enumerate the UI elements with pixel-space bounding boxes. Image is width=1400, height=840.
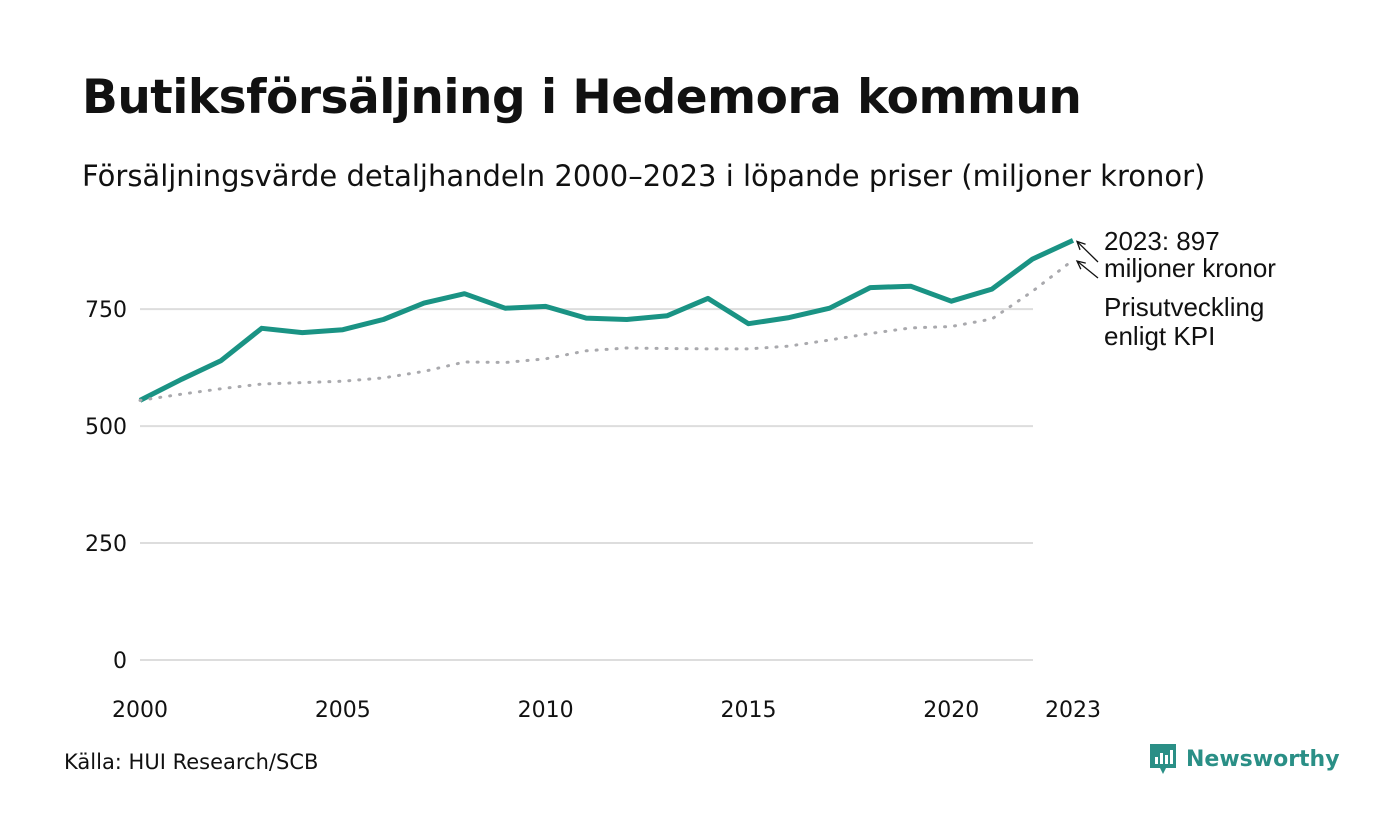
x-tick-label: 2000 bbox=[112, 698, 168, 723]
kpi-point-2009 bbox=[503, 360, 508, 365]
sales-point-2003 bbox=[259, 326, 264, 331]
line-chart: 0 250 500 750 2000 2005 2010 2015 2020 2023 2023… bbox=[85, 226, 1276, 723]
series-lines bbox=[138, 238, 1076, 403]
y-axis-ticks: 0 250 500 750 bbox=[85, 298, 127, 674]
kpi-point-2023 bbox=[1071, 258, 1076, 263]
sales-point-2002 bbox=[219, 358, 224, 363]
kpi-point-2004 bbox=[300, 380, 305, 385]
annotation-label: Prisutveckling bbox=[1104, 292, 1264, 322]
gridlines bbox=[140, 308, 1033, 661]
kpi-point-2017 bbox=[827, 338, 832, 343]
sales-point-2021 bbox=[989, 287, 994, 292]
chart-title: Butiksförsäljning i Hedemora kommun bbox=[82, 70, 1082, 125]
kpi-point-2005 bbox=[340, 379, 345, 384]
kpi-point-2010 bbox=[543, 356, 548, 361]
kpi-point-2013 bbox=[665, 346, 670, 351]
sales-series-line bbox=[138, 238, 1075, 403]
y-tick-label: 750 bbox=[85, 298, 127, 323]
kpi-point-2021 bbox=[989, 316, 994, 321]
kpi-point-2022 bbox=[1030, 289, 1035, 294]
newsworthy-logo-icon bbox=[1150, 744, 1176, 774]
annotation-arrow bbox=[1076, 240, 1099, 263]
sales-point-2022 bbox=[1030, 257, 1035, 262]
sales-point-2006 bbox=[381, 317, 386, 322]
annotation-arrow bbox=[1076, 260, 1099, 279]
sales-point-2014 bbox=[705, 296, 710, 301]
sales-point-2007 bbox=[421, 301, 426, 306]
kpi-point-2001 bbox=[178, 392, 183, 397]
sales-point-2017 bbox=[827, 306, 832, 311]
sales-point-2012 bbox=[624, 317, 629, 322]
annotation-arrowhead bbox=[1075, 260, 1086, 270]
kpi-point-2012 bbox=[624, 345, 629, 350]
kpi-series-line bbox=[138, 258, 1075, 402]
sales-point-2008 bbox=[462, 291, 467, 296]
kpi-point-2016 bbox=[787, 344, 792, 349]
x-tick-label: 2023 bbox=[1045, 698, 1101, 723]
annotation-label: 2023: 897 bbox=[1104, 226, 1220, 256]
chart-subtitle: Försäljningsvärde detaljhandeln 2000–202… bbox=[82, 159, 1206, 193]
sales-point-2009 bbox=[503, 306, 508, 311]
brand-name: Newsworthy bbox=[1186, 746, 1340, 772]
kpi-point-2008 bbox=[462, 360, 467, 365]
kpi-point-2011 bbox=[584, 348, 589, 353]
annotation-label: miljoner kronor bbox=[1104, 253, 1276, 283]
x-tick-label: 2020 bbox=[923, 698, 979, 723]
y-tick-label: 250 bbox=[85, 532, 127, 557]
sales-point-2011 bbox=[584, 316, 589, 321]
kpi-point-2003 bbox=[259, 382, 264, 387]
kpi-point-2002 bbox=[219, 386, 224, 391]
annotation-arrowhead bbox=[1075, 240, 1086, 251]
y-tick-label: 0 bbox=[113, 649, 127, 674]
sales-point-2015 bbox=[746, 321, 751, 326]
sales-point-2013 bbox=[665, 313, 670, 318]
sales-point-2010 bbox=[543, 304, 548, 309]
annotation-label: enligt KPI bbox=[1104, 321, 1215, 351]
sales-point-2001 bbox=[178, 377, 183, 382]
source-note: Källa: HUI Research/SCB bbox=[64, 750, 319, 774]
sales-point-2004 bbox=[300, 330, 305, 335]
brand-logo[interactable]: Newsworthy bbox=[1148, 742, 1340, 776]
kpi-point-2006 bbox=[381, 375, 386, 380]
x-tick-label: 2015 bbox=[720, 698, 776, 723]
x-tick-label: 2005 bbox=[315, 698, 371, 723]
kpi-point-2018 bbox=[868, 331, 873, 336]
x-axis-ticks: 2000 2005 2010 2015 2020 2023 bbox=[112, 698, 1101, 723]
kpi-point-2020 bbox=[949, 324, 954, 329]
kpi-point-2007 bbox=[421, 369, 426, 374]
kpi-point-2014 bbox=[705, 346, 710, 351]
x-tick-label: 2010 bbox=[518, 698, 574, 723]
sales-point-2018 bbox=[868, 285, 873, 290]
sales-point-2020 bbox=[949, 299, 954, 304]
sales-point-2016 bbox=[787, 315, 792, 320]
sales-point-2005 bbox=[340, 327, 345, 332]
sales-point-2023 bbox=[1071, 238, 1076, 243]
sales-point-2019 bbox=[908, 284, 913, 289]
kpi-point-2000 bbox=[138, 398, 143, 403]
y-tick-label: 500 bbox=[85, 415, 127, 440]
kpi-point-2015 bbox=[746, 346, 751, 351]
kpi-point-2019 bbox=[908, 325, 913, 330]
